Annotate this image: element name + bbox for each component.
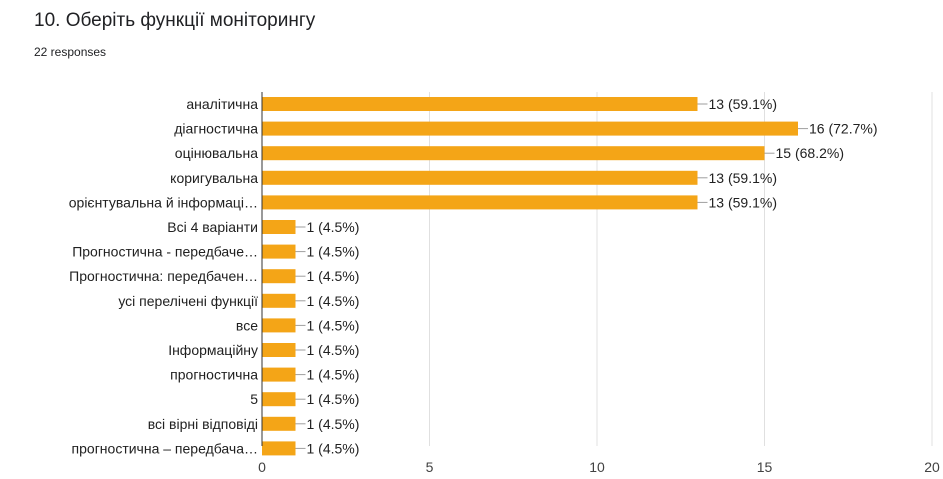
- bar: [262, 195, 698, 210]
- value-label: 1 (4.5%): [307, 244, 360, 260]
- value-label: 1 (4.5%): [307, 219, 360, 235]
- category-label: орієнтувальна й інформаці…: [69, 194, 258, 210]
- bar: [262, 392, 296, 407]
- category-label: Інформаційну: [168, 342, 258, 358]
- category-label: прогностична: [170, 367, 258, 383]
- value-label: 16 (72.7%): [809, 121, 877, 137]
- value-label: 1 (4.5%): [307, 416, 360, 432]
- x-tick-label: 0: [258, 459, 266, 475]
- x-tick-label: 10: [589, 459, 605, 475]
- value-label: 1 (4.5%): [307, 367, 360, 383]
- category-label: Прогностична - передбаче…: [72, 244, 258, 260]
- bar: [262, 269, 296, 284]
- bar: [262, 170, 698, 185]
- bar: [262, 146, 765, 161]
- category-label: все: [236, 317, 258, 333]
- bar: [262, 367, 296, 382]
- value-label: 13 (59.1%): [709, 194, 777, 210]
- bar: [262, 121, 798, 136]
- value-label: 1 (4.5%): [307, 342, 360, 358]
- x-tick-label: 15: [757, 459, 773, 475]
- category-label: коригувальна: [170, 170, 258, 186]
- value-label: 15 (68.2%): [776, 145, 844, 161]
- category-label: аналітична: [186, 96, 258, 112]
- category-label: 5: [250, 391, 258, 407]
- category-label: Прогностична: передбачен…: [69, 268, 258, 284]
- bar: [262, 343, 296, 357]
- value-label: 1 (4.5%): [307, 293, 360, 309]
- x-tick-label: 20: [924, 459, 940, 475]
- x-tick-label: 5: [426, 459, 434, 475]
- value-label: 13 (59.1%): [709, 96, 777, 112]
- bar: [262, 97, 698, 111]
- category-label: всі вірні відповіді: [148, 416, 258, 432]
- category-label: усі перелічені функції: [118, 293, 258, 309]
- value-label: 1 (4.5%): [307, 440, 360, 456]
- category-label: Всі 4 варіанти: [167, 219, 258, 235]
- bar: [262, 293, 296, 308]
- bar: [262, 220, 296, 234]
- value-label: 1 (4.5%): [307, 317, 360, 333]
- value-label: 1 (4.5%): [307, 391, 360, 407]
- bar: [262, 318, 296, 333]
- value-label: 13 (59.1%): [709, 170, 777, 186]
- response-count: 22 responses: [34, 45, 107, 59]
- category-label: оцінювальна: [175, 145, 258, 161]
- question-title: 10. Оберіть функції моніторингу: [34, 10, 316, 31]
- value-label: 1 (4.5%): [307, 268, 360, 284]
- category-label: прогностична – передбача…: [72, 440, 258, 456]
- bar: [262, 244, 296, 259]
- bar: [262, 441, 296, 456]
- bar: [262, 416, 296, 431]
- category-label: діагностична: [174, 121, 258, 137]
